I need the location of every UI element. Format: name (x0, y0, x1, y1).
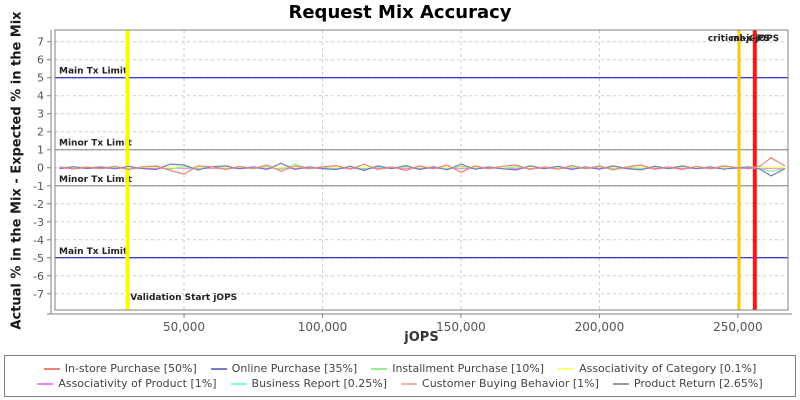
y-tick-label: -5 (33, 252, 44, 265)
legend-label: In-store Purchase [50%] (64, 362, 197, 375)
x-tick-label: 250,000 (713, 320, 763, 334)
limit-line-label: Minor Tx Limit (59, 175, 133, 185)
legend-row-2: Associativity of Product [1%] Business Re… (5, 377, 795, 390)
event-line-label: max-jOPS (730, 34, 779, 44)
x-tick-label: 50,000 (163, 320, 205, 334)
plot-frame (54, 29, 789, 311)
legend-label: Associativity of Product [1%] (58, 377, 217, 390)
legend-label: Associativity of Category [0.1%] (579, 362, 757, 375)
chart-legend: In-store Purchase [50%] Online Purchase [… (4, 355, 796, 397)
x-axis-title: jOPS (404, 330, 439, 345)
y-tick-label: 3 (37, 108, 44, 121)
legend-swatch (401, 382, 418, 385)
series-line-2 (59, 162, 786, 177)
y-tick-label: 1 (37, 144, 44, 157)
legend-swatch (37, 382, 54, 385)
legend-label: Online Purchase [35%] (231, 362, 358, 375)
legend-label: Installment Purchase [10%] (392, 362, 545, 375)
y-tick-label: 5 (37, 72, 44, 85)
legend-swatch (210, 367, 227, 370)
plot-area: Main Tx Limit Minor Tx Limit Minor Tx Limi… (33, 29, 792, 334)
legend-label: Business Report [0.25%] (251, 377, 388, 390)
limit-line-label: Minor Tx Limit (59, 139, 133, 149)
legend-row-1: In-store Purchase [50%] Online Purchase [… (5, 362, 795, 375)
plot-background (55, 30, 788, 310)
legend-swatch (43, 367, 60, 370)
legend-label: Product Return [2.65%] (633, 377, 763, 390)
y-tick-label: -2 (33, 198, 44, 211)
y-tick-label: 4 (37, 90, 44, 103)
legend-swatch (230, 382, 247, 385)
legend-item: Installment Purchase [10%] (371, 362, 544, 375)
legend-item: Business Report [0.25%] (230, 377, 388, 390)
x-tick-label: 150,000 (436, 320, 486, 334)
y-tick-label: -1 (33, 180, 44, 193)
legend-item: Associativity of Category [0.1%] (558, 362, 756, 375)
y-tick-label: 6 (37, 54, 44, 67)
legend-swatch (371, 367, 388, 370)
y-tick-label: -4 (33, 234, 44, 247)
event-line-label: Validation Start jOPS (130, 293, 237, 303)
legend-item: Associativity of Product [1%] (37, 377, 217, 390)
x-tick-label: 100,000 (298, 320, 348, 334)
legend-item: Customer Buying Behavior [1%] (401, 377, 599, 390)
limit-line-label: Main Tx Limit (59, 247, 128, 257)
legend-item: Online Purchase [35%] (210, 362, 358, 375)
legend-swatch (558, 367, 575, 370)
legend-item: Product Return [2.65%] (612, 377, 763, 390)
legend-label: Customer Buying Behavior [1%] (422, 377, 599, 390)
y-tick-label: -6 (33, 270, 44, 283)
chart-title: Request Mix Accuracy (288, 2, 512, 23)
series-line-1 (59, 157, 786, 175)
y-tick-label: 2 (37, 126, 44, 139)
legend-item: In-store Purchase [50%] (43, 362, 197, 375)
y-tick-label: 7 (37, 36, 44, 49)
legend-swatch (612, 382, 629, 385)
y-tick-label: 0 (37, 162, 44, 175)
y-tick-label: -7 (33, 288, 44, 301)
x-tick-label: 200,000 (575, 320, 625, 334)
event-line-label: critical-jOPS (708, 34, 770, 44)
y-tick-label: -3 (33, 216, 44, 229)
limit-line-label: Main Tx Limit (59, 67, 128, 77)
